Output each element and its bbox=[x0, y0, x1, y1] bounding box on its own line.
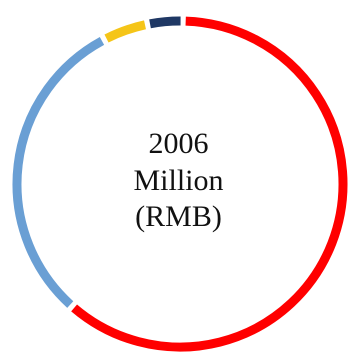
donut-slice-1 bbox=[12, 36, 105, 308]
donut-slice-2 bbox=[104, 20, 147, 43]
donut-slice-0 bbox=[71, 16, 348, 352]
donut-slice-3 bbox=[149, 16, 181, 29]
